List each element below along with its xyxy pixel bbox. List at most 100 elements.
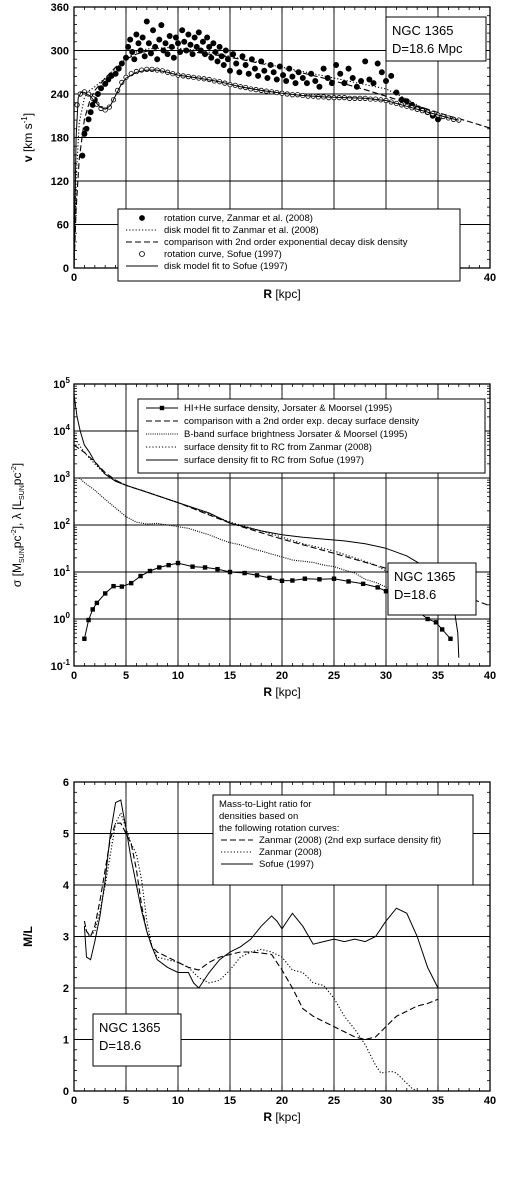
y-tick-label-exp: 0 (66, 611, 71, 620)
y-tick-label: 103 (53, 470, 70, 485)
legend-title-line: the following rotation curves: (219, 823, 339, 834)
legend-entry-1-label: rotation curve, Zanmar et al. (2008) (164, 213, 313, 224)
legend-entry-5-label: surface density fit to RC from Sofue (19… (184, 455, 364, 466)
series-1-point (216, 43, 223, 50)
x-tick-label: 10 (172, 670, 184, 682)
series-1-point (79, 152, 86, 159)
series-1-point (141, 53, 148, 60)
series-1-point (222, 47, 229, 54)
series-1-point (190, 564, 195, 569)
plot-frame (73, 383, 491, 667)
y-axis-label-mid: pc (10, 536, 24, 549)
x-tick-label: 15 (224, 670, 236, 682)
series-1-point (127, 36, 134, 43)
series-1-point (111, 583, 116, 589)
legend-entry-4-label: rotation curve, Sofue (1997) (164, 249, 282, 260)
y-tick-label: 2 (63, 983, 69, 995)
x-tick-label: 0 (71, 1095, 77, 1107)
x-tick-label: 40 (484, 272, 496, 284)
series-1-point (264, 75, 271, 82)
mass-to-light-panel: 0 5 10 15 20 25 30 35 40 0 1 2 3 4 5 6 R [kpc] M/L NGC 136… (21, 777, 496, 1124)
series-1-point (292, 80, 299, 87)
annotation-line: D=18.6 Mpc (392, 41, 463, 56)
series-1-point (86, 617, 91, 623)
legend-entry-2-label: Zanmar (2008) (259, 847, 322, 858)
series-1-point (135, 40, 142, 47)
y-axis-label-mid3: pc (10, 472, 24, 485)
series-1-point (147, 50, 154, 57)
y-axis-label-main: σ [M (10, 563, 24, 587)
series-1-point (129, 580, 134, 586)
x-axis-label-main: R (263, 287, 272, 301)
y-tick-label: 104 (53, 423, 70, 438)
series-1-point (383, 589, 389, 594)
y-axis-label-end: ] (21, 113, 35, 116)
legend-entry-5-label: disk model fit to Sofue (1997) (164, 261, 288, 272)
series-1-point (133, 31, 140, 38)
x-axis-label-unit: [kpc] (272, 685, 301, 699)
y-tick-label-exp: 4 (66, 423, 71, 432)
y-tick-label: 4 (63, 880, 70, 892)
series-1-point (233, 60, 240, 67)
y-tick-label: 5 (63, 829, 69, 841)
x-axis-label-unit: [kpc] (272, 287, 301, 301)
series-1-point (98, 85, 105, 92)
legend-title-line: Mass-to-Light ratio for (219, 799, 311, 810)
plot-frame (73, 781, 491, 1092)
y-tick-label: 0 (63, 263, 69, 275)
series-1-point (374, 60, 381, 67)
y-tick-label-exp: 2 (66, 517, 71, 526)
series-1-point (317, 577, 322, 582)
series-1-point (168, 43, 175, 50)
y-tick-label-exp: 3 (66, 470, 71, 479)
series-1-point (283, 77, 290, 84)
y-axis-label-main: M/L (21, 926, 35, 947)
series-1-point (177, 48, 184, 55)
y-tick-label: 180 (51, 133, 69, 145)
series-1-point (267, 575, 272, 581)
series-1-point (87, 109, 94, 116)
series-1-point (166, 33, 173, 40)
y-tick-label: 360 (51, 2, 69, 14)
y-tick-label-base: 10 (51, 661, 63, 673)
series-1-point (82, 636, 87, 641)
series-1-point (375, 585, 380, 590)
series-1-point (230, 51, 237, 58)
series-1-point (261, 67, 268, 74)
series-1-point (181, 38, 188, 45)
series-1-point (131, 56, 138, 63)
y-tick-label: 3 (63, 932, 69, 944)
series-1-point (94, 600, 100, 606)
annotation-box: NGC 1365 D=18.6 (387, 562, 477, 616)
series-4-point (74, 102, 80, 108)
x-tick-label: 5 (123, 670, 129, 682)
series-1-point (175, 560, 181, 566)
series-1-point (129, 48, 136, 55)
series-1-point (255, 72, 262, 79)
series-1-point (239, 53, 246, 60)
legend-entry-2-label: disk model fit to Zanmar et al. (2008) (164, 225, 319, 236)
y-tick-label-exp: -1 (63, 658, 71, 667)
series-1-point (349, 75, 356, 82)
y-axis-label-sub: SUN (19, 485, 26, 500)
series-1-line (83, 822, 439, 1041)
legend-entry-1-label: HI+He surface density, Jorsater & Moorse… (184, 403, 392, 414)
y-tick-label: 1 (63, 1035, 69, 1047)
series-group (74, 18, 490, 268)
series-1-point (208, 54, 215, 61)
series-1-point (382, 77, 389, 84)
legend-entry-4-label: surface density fit to RC from Zanmar (2… (184, 442, 372, 453)
series-1-point (187, 41, 194, 48)
rotation-curve-panel: 0510152025303540060120180240300360R [kpc… (20, 2, 496, 301)
series-1-point (439, 627, 445, 632)
y-tick-label: 60 (57, 220, 69, 232)
annotation-line: D=18.6 (394, 587, 436, 602)
legend-frame (117, 208, 461, 282)
series-group (83, 799, 439, 1091)
series-1-point (251, 65, 258, 72)
series-2-line (74, 47, 444, 268)
x-axis-label: R [kpc] (263, 287, 300, 301)
series-1-point (119, 584, 125, 589)
series-1-point (280, 72, 287, 79)
